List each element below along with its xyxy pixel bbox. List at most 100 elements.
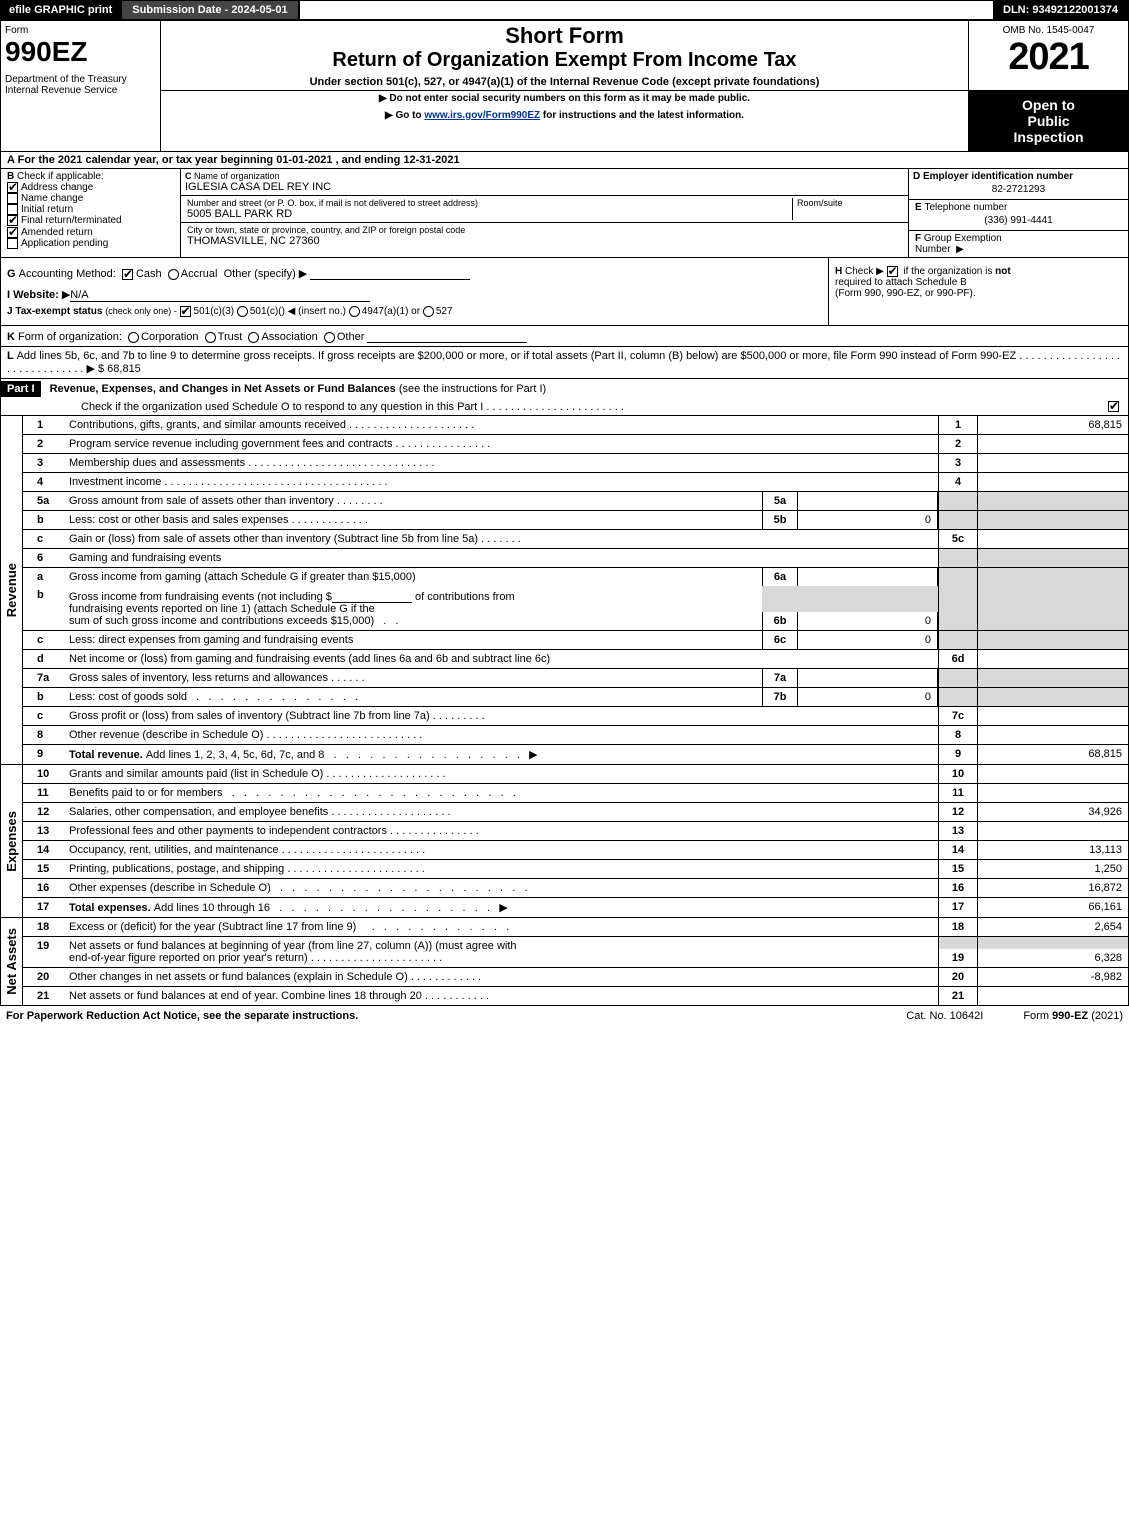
checkbox-application-pending[interactable]: [7, 238, 18, 249]
line-5c-value: [978, 530, 1128, 548]
radio-assoc[interactable]: [248, 332, 259, 343]
line-6d-label: 6d: [938, 650, 978, 668]
line-5b-inval: 0: [798, 511, 938, 529]
K-label: Form of organization:: [18, 331, 122, 343]
header-mid-cell: Short Form Return of Organization Exempt…: [161, 21, 969, 91]
city-value: THOMASVILLE, NC 27360: [187, 235, 902, 247]
line-6a-desc: Gross income from gaming (attach Schedul…: [65, 568, 762, 586]
part1-checkline: Check if the organization used Schedule …: [81, 401, 1108, 413]
line-6b-num: b: [23, 586, 65, 630]
checkbox-name-change[interactable]: [7, 193, 18, 204]
B-name: Name change: [21, 193, 83, 204]
line-11-num: 11: [23, 784, 65, 802]
org-name: IGLESIA CASA DEL REY INC: [185, 181, 904, 193]
line-18-desc: Excess or (deficit) for the year (Subtra…: [65, 918, 938, 936]
line-6a-num: a: [23, 568, 65, 586]
K-other-field[interactable]: [367, 329, 527, 343]
efile-print-button[interactable]: efile GRAPHIC print: [1, 1, 122, 19]
G-accrual: Accrual: [181, 268, 218, 280]
top-bar: efile GRAPHIC print Submission Date - 20…: [0, 0, 1129, 20]
section-A: A For the 2021 calendar year, or tax yea…: [0, 152, 1129, 169]
line-14-num: 14: [23, 841, 65, 859]
line-6d-num: d: [23, 650, 65, 668]
line-2-num: 2: [23, 435, 65, 453]
line-4-label: 4: [938, 473, 978, 491]
checkbox-501c3[interactable]: [180, 306, 191, 317]
form-number: 990EZ: [5, 36, 156, 68]
line-16-label: 16: [938, 879, 978, 897]
H-check: Check ▶: [845, 266, 884, 277]
line-6c-desc: Less: direct expenses from gaming and fu…: [65, 631, 762, 649]
radio-501c[interactable]: [237, 306, 248, 317]
line-7b-desc: Less: cost of goods sold . . . . . . . .…: [65, 688, 762, 706]
line-21-num: 21: [23, 987, 65, 1005]
line-7b-inval: 0: [798, 688, 938, 706]
line-12-label: 12: [938, 803, 978, 821]
G-other: Other (specify): [224, 268, 296, 280]
line-7c-num: c: [23, 707, 65, 725]
line-5a-num: 5a: [23, 492, 65, 510]
checkbox-amended-return[interactable]: [7, 227, 18, 238]
radio-accrual[interactable]: [168, 269, 179, 280]
line-5b-num: b: [23, 511, 65, 529]
line-1-desc: Contributions, gifts, grants, and simila…: [65, 416, 938, 434]
line-18-value: 2,654: [978, 918, 1128, 936]
line-6c-valgray: [978, 631, 1128, 649]
open-to: Open to: [973, 97, 1124, 113]
line-7c-value: [978, 707, 1128, 725]
H-not: not: [995, 266, 1011, 277]
line-5a-outgray: [938, 492, 978, 510]
line-8-value: [978, 726, 1128, 744]
irs-link[interactable]: www.irs.gov/Form990EZ: [424, 110, 540, 121]
radio-corp[interactable]: [128, 332, 139, 343]
netassets-section: Net Assets 18 Excess or (deficit) for th…: [0, 918, 1129, 1006]
line-6d-value: [978, 650, 1128, 668]
radio-trust[interactable]: [205, 332, 216, 343]
line-6-desc: Gaming and fundraising events: [65, 549, 938, 567]
line-13-desc: Professional fees and other payments to …: [65, 822, 938, 840]
street-value: 5005 BALL PARK RD: [187, 208, 792, 220]
line-5b-desc: Less: cost or other basis and sales expe…: [65, 511, 762, 529]
line-6c-outgray: [938, 631, 978, 649]
goto-pre: Go to: [395, 110, 424, 121]
checkbox-H[interactable]: [887, 266, 898, 277]
checkbox-address-change[interactable]: [7, 182, 18, 193]
line-5c-num: c: [23, 530, 65, 548]
line-9-value: 68,815: [978, 745, 1128, 764]
radio-other[interactable]: [324, 332, 335, 343]
radio-4947[interactable]: [349, 306, 360, 317]
revenue-side-label: Revenue: [1, 416, 23, 764]
G-cash: Cash: [136, 268, 162, 280]
room-label: Room/suite: [797, 198, 902, 208]
omb-number: OMB No. 1545-0047: [973, 25, 1124, 36]
line-15-desc: Printing, publications, postage, and shi…: [65, 860, 938, 878]
line-6b-inlab: 6b: [762, 612, 798, 630]
line-10-value: [978, 765, 1128, 783]
section-GH: G Accounting Method: Cash Accrual Other …: [0, 258, 1129, 326]
checkbox-cash[interactable]: [122, 269, 133, 280]
line-5a-inlab: 5a: [762, 492, 798, 510]
line-6b-valgray: [978, 586, 1128, 630]
tax-year: 2021: [973, 36, 1124, 79]
K-trust: Trust: [218, 331, 243, 343]
G-other-field[interactable]: [310, 266, 470, 280]
line-11-desc: Benefits paid to or for members . . . . …: [65, 784, 938, 802]
line-13-num: 13: [23, 822, 65, 840]
line-6b-blank[interactable]: [332, 589, 412, 603]
line-7a-inval: [798, 669, 938, 687]
F-label2: Number: [915, 244, 951, 255]
line-16-desc: Other expenses (describe in Schedule O) …: [65, 879, 938, 897]
line-6b-desc: Gross income from fundraising events (no…: [65, 586, 762, 630]
line-19-num: 19: [23, 937, 65, 967]
D-label: Employer identification number: [923, 171, 1073, 182]
K-assoc: Association: [261, 331, 317, 343]
checkbox-schedule-o[interactable]: [1108, 401, 1119, 412]
line-6-num: 6: [23, 549, 65, 567]
J-label: Tax-exempt status: [15, 306, 102, 317]
line-20-desc: Other changes in net assets or fund bala…: [65, 968, 938, 986]
line-7a-desc: Gross sales of inventory, less returns a…: [65, 669, 762, 687]
radio-527[interactable]: [423, 306, 434, 317]
revenue-section: Revenue 1 Contributions, gifts, grants, …: [0, 416, 1129, 765]
footer-right: Form 990-EZ (2021): [1023, 1010, 1123, 1022]
line-5b-inlab: 5b: [762, 511, 798, 529]
